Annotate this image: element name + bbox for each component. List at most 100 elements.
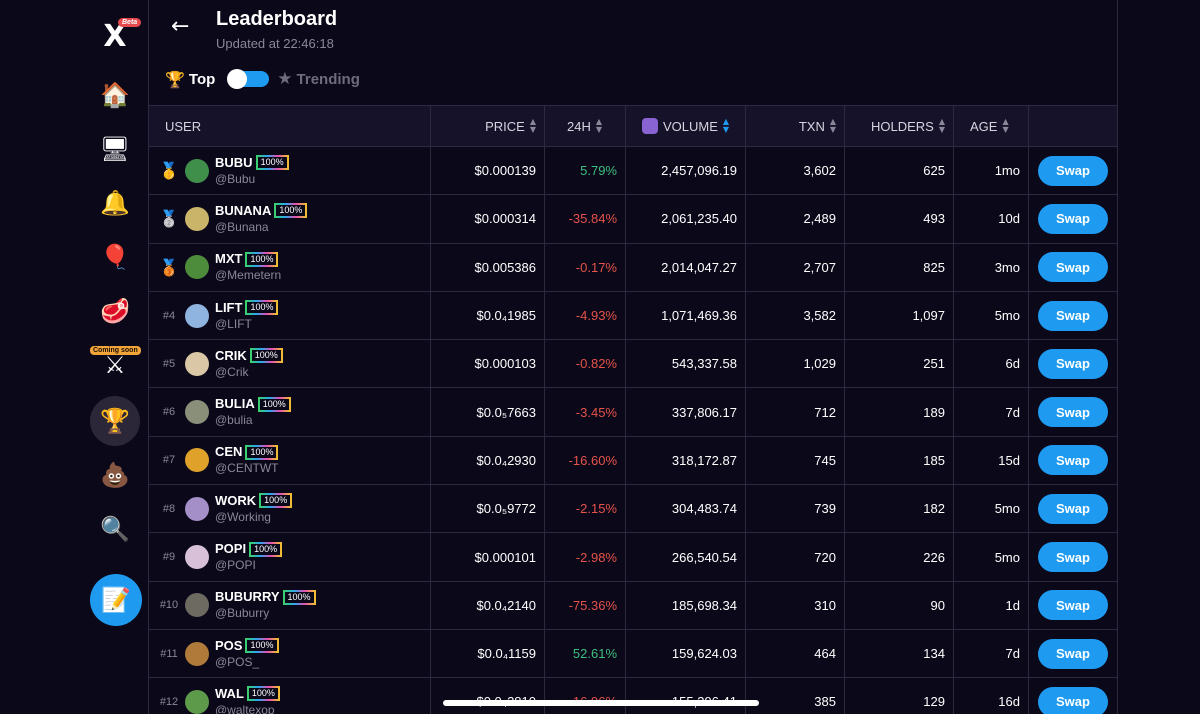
- home-indicator: [443, 700, 759, 706]
- user-cell[interactable]: 🥉 MXT 100% @Memetern: [149, 243, 431, 291]
- sidebar-item-balloon[interactable]: 🎈: [90, 232, 140, 282]
- swap-button[interactable]: Swap: [1038, 590, 1108, 621]
- rank-number: #8: [162, 502, 176, 515]
- age-cell: 16d: [954, 678, 1029, 714]
- token-symbol: LIFT: [215, 299, 243, 315]
- swap-cell: Swap: [1029, 340, 1117, 387]
- user-cell[interactable]: #7 CEN 100% @CENTWT: [149, 436, 431, 485]
- txn-cell: 464: [746, 629, 845, 678]
- progress-badge: 100%: [257, 396, 291, 412]
- txn-cell: 739: [746, 485, 845, 533]
- age-cell: 1d: [954, 581, 1029, 629]
- token-name: MXT 100%: [215, 251, 281, 267]
- progress-badge: 100%: [259, 493, 293, 509]
- table-row[interactable]: #10 BUBURRY 100% @Buburry $0.0₄2140 -75.3…: [149, 581, 1117, 630]
- txn-cell: 720: [746, 533, 845, 581]
- create-post-button[interactable]: 📝: [90, 574, 142, 626]
- col-age[interactable]: AGE ▲ ▼: [954, 106, 1029, 146]
- col-txn[interactable]: TXN ▲ ▼: [746, 106, 845, 146]
- tab-trending[interactable]: Trending: [296, 70, 360, 88]
- sidebar-item-poop[interactable]: 💩: [90, 450, 140, 500]
- user-cell[interactable]: #4 LIFT 100% @LIFT: [149, 291, 431, 340]
- user-cell[interactable]: #5 CRIK 100% @Crik: [149, 340, 431, 388]
- progress-badge: 100%: [249, 541, 283, 557]
- col-volume[interactable]: VOLUME ▲ ▼: [626, 106, 746, 146]
- user-cell[interactable]: 🥈 BUNANA 100% @Bunana: [149, 195, 431, 243]
- sidebar-item-home[interactable]: 🏠: [90, 70, 140, 120]
- progress-badge: 100%: [245, 638, 279, 654]
- swap-button[interactable]: Swap: [1038, 397, 1108, 428]
- toggle-switch[interactable]: [227, 69, 270, 89]
- price-cell: $0.000101: [431, 533, 545, 581]
- col-age-label: AGE: [970, 118, 998, 134]
- volume-cell: 1,071,469.36: [626, 291, 746, 340]
- table-row[interactable]: #11 POS 100% @POS_ $0.0₄1159 52.61% 159,6…: [149, 629, 1117, 679]
- progress-badge: 100%: [245, 251, 279, 267]
- user-cell[interactable]: #11 POS 100% @POS_: [149, 629, 431, 678]
- leaderboard-table: USER PRICE ▲ ▼ 24H ▲ ▼ VOLUME ▲ ▼ TXN ▲ ▼ HOLDER…: [149, 105, 1117, 714]
- table-row[interactable]: 🥉 MXT 100% @Memetern $0.005386 -0.17% 2,0…: [149, 243, 1117, 292]
- table-row[interactable]: #7 CEN 100% @CENTWT $0.0₄2930 -16.60% 318…: [149, 436, 1117, 486]
- token-handle: @bulia: [215, 413, 253, 428]
- swap-button[interactable]: Swap: [1038, 445, 1108, 476]
- sidebar-item-notifications[interactable]: 🔔: [90, 178, 140, 228]
- txn-cell: 2,489: [746, 195, 845, 243]
- table-row[interactable]: 🥇 BUBU 100% @Bubu $0.000139 5.79% 2,457,0…: [149, 147, 1117, 196]
- swap-button[interactable]: Swap: [1038, 348, 1108, 379]
- col-holders[interactable]: HOLDERS ▲ ▼: [845, 106, 954, 146]
- sidebar-item-meat[interactable]: 🥩: [90, 286, 140, 336]
- table-row[interactable]: #6 BULIA 100% @bulia $0.0₅7663 -3.45% 337…: [149, 388, 1117, 437]
- sidebar-item-terminal[interactable]: 🖥: [90, 124, 140, 174]
- user-cell[interactable]: #9 POPI 100% @POPI: [149, 533, 431, 581]
- podium-icon: 🏆: [100, 407, 130, 435]
- back-arrow-icon[interactable]: ←: [171, 14, 190, 39]
- swap-button[interactable]: Swap: [1038, 493, 1108, 524]
- memo-icon: 📝: [101, 586, 131, 614]
- token-handle: @POPI: [215, 558, 256, 573]
- token-avatar: [185, 400, 209, 425]
- token-avatar: [185, 351, 209, 376]
- token-symbol: BUBU: [215, 154, 253, 170]
- col-txn-label: TXN: [798, 118, 825, 134]
- rank-number: #6: [162, 406, 176, 419]
- token-avatar: [185, 641, 209, 666]
- change-cell: 5.79%: [545, 147, 626, 195]
- swap-button[interactable]: Swap: [1038, 542, 1108, 573]
- swap-button[interactable]: Swap: [1038, 203, 1108, 234]
- holders-cell: 493: [845, 195, 954, 243]
- user-cell[interactable]: #6 BULIA 100% @bulia: [149, 388, 431, 436]
- table-row[interactable]: #9 POPI 100% @POPI $0.000101 -2.98% 266,5…: [149, 533, 1117, 582]
- change-cell: -16.96%: [545, 678, 626, 714]
- swap-button[interactable]: Swap: [1038, 300, 1108, 331]
- user-cell[interactable]: #8 WORK 100% @Working: [149, 485, 431, 533]
- user-info: BUBURRY 100% @Buburry: [215, 589, 316, 621]
- user-info: POPI 100% @POPI: [215, 541, 283, 573]
- token-name: WORK 100%: [215, 493, 293, 509]
- sidebar-item-battle[interactable]: ⚔: [90, 340, 140, 390]
- swap-button[interactable]: Swap: [1038, 638, 1108, 669]
- x-logo[interactable]: X: [90, 12, 140, 62]
- sidebar-item-leaderboard[interactable]: 🏆: [90, 396, 140, 446]
- user-cell[interactable]: #12 WAL 100% @waltexop: [149, 678, 431, 714]
- computer-icon: 🖥: [99, 135, 131, 163]
- col-price[interactable]: PRICE ▲ ▼: [431, 106, 545, 146]
- swap-button[interactable]: Swap: [1038, 252, 1108, 283]
- col-24h[interactable]: 24H ▲ ▼: [545, 106, 626, 146]
- tab-top[interactable]: Top: [188, 70, 216, 88]
- table-row[interactable]: #5 CRIK 100% @Crik $0.000103 -0.82% 543,3…: [149, 340, 1117, 389]
- swap-button[interactable]: Swap: [1038, 155, 1108, 186]
- swap-button[interactable]: Swap: [1038, 686, 1108, 714]
- user-cell[interactable]: #10 BUBURRY 100% @Buburry: [149, 581, 431, 629]
- token-avatar: [185, 303, 209, 328]
- table-row[interactable]: #4 LIFT 100% @LIFT $0.0₄1985 -4.93% 1,071…: [149, 291, 1117, 341]
- table-row[interactable]: #8 WORK 100% @Working $0.0₅9772 -2.15% 30…: [149, 485, 1117, 534]
- user-cell[interactable]: 🥇 BUBU 100% @Bubu: [149, 147, 431, 195]
- coming-soon-badge: Coming soon: [90, 346, 141, 355]
- sidebar-item-search[interactable]: 🔍: [90, 504, 140, 554]
- table-row[interactable]: 🥈 BUNANA 100% @Bunana $0.000314 -35.84% 2…: [149, 195, 1117, 244]
- swap-cell: Swap: [1029, 244, 1117, 291]
- col-volume-label: VOLUME: [663, 118, 718, 134]
- rank-number: #12: [159, 695, 179, 708]
- change-cell: 52.61%: [545, 629, 626, 678]
